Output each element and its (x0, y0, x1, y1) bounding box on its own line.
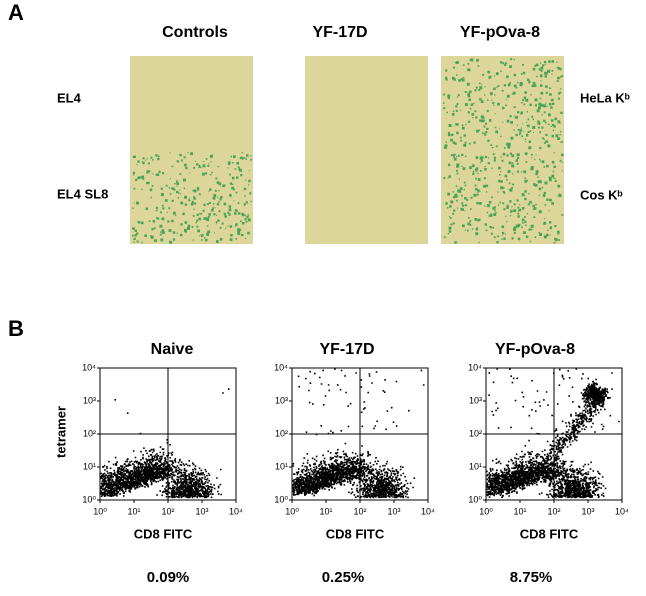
y-tick-label: 10¹ (83, 461, 96, 471)
row-label: HeLa Kᵇ (580, 90, 630, 105)
x-axis-label: CD8 FITC (520, 526, 579, 541)
x-tick-label: 10³ (581, 506, 594, 516)
percent: 0.25% (322, 569, 365, 586)
plot-title: Naive (151, 341, 194, 358)
x-tick-label: 10² (547, 506, 560, 516)
x-tick-label: 10³ (195, 506, 208, 516)
stained-cells (443, 58, 564, 150)
y-tick-label: 10³ (275, 395, 288, 405)
y-tick-label: 10⁰ (82, 494, 96, 504)
y-tick-label: 10⁴ (82, 362, 96, 372)
percent: 8.75% (510, 569, 553, 586)
row-label: EL4 SL8 (57, 186, 108, 201)
y-tick-label: 10¹ (275, 461, 288, 471)
y-tick-label: 10³ (469, 395, 482, 405)
x-axis-label: CD8 FITC (326, 526, 385, 541)
x-tick-label: 10¹ (127, 506, 140, 516)
percent: 0.09% (147, 569, 190, 586)
x-tick-label: 10² (161, 506, 174, 516)
micrograph (305, 150, 428, 244)
panel-label: A (8, 0, 24, 25)
y-tick-label: 10⁰ (274, 494, 288, 504)
x-tick-label: 10¹ (319, 506, 332, 516)
micrograph (441, 56, 564, 150)
stained-cells (443, 152, 564, 244)
column-header: YF-pOva-8 (460, 24, 540, 41)
x-tick-label: 10¹ (513, 506, 526, 516)
micrograph (130, 56, 253, 150)
x-tick-label: 10² (353, 506, 366, 516)
y-tick-label: 10² (275, 428, 288, 438)
micrograph (305, 56, 428, 150)
y-tick-label: 10⁴ (274, 362, 288, 372)
x-tick-label: 10⁰ (479, 506, 493, 516)
y-tick-label: 10² (469, 428, 482, 438)
x-axis-label: CD8 FITC (134, 526, 193, 541)
x-tick-label: 10³ (387, 506, 400, 516)
y-tick-label: 10¹ (469, 461, 482, 471)
panel-label: B (8, 316, 24, 341)
column-header: YF-17D (312, 24, 367, 41)
x-tick-label: 10⁰ (285, 506, 299, 516)
row-label: Cos Kᵇ (580, 187, 623, 202)
y-tick-label: 10⁰ (468, 494, 482, 504)
events (486, 368, 620, 499)
x-tick-label: 10⁴ (229, 506, 243, 516)
events (100, 388, 230, 499)
y-tick-label: 10⁴ (468, 362, 482, 372)
row-label: EL4 (57, 90, 82, 105)
plot-title: YF-pOva-8 (495, 341, 575, 358)
events (292, 368, 425, 499)
micrograph (441, 150, 564, 244)
x-tick-label: 10⁰ (93, 506, 107, 516)
y-tick-label: 10² (83, 428, 96, 438)
stained-cells (132, 152, 253, 244)
y-tick-label: 10³ (83, 395, 96, 405)
y-axis-label: tetramer (53, 406, 68, 458)
plot-title: YF-17D (319, 341, 374, 358)
x-tick-label: 10⁴ (615, 506, 629, 516)
x-tick-label: 10⁴ (421, 506, 435, 516)
column-header: Controls (162, 24, 228, 41)
